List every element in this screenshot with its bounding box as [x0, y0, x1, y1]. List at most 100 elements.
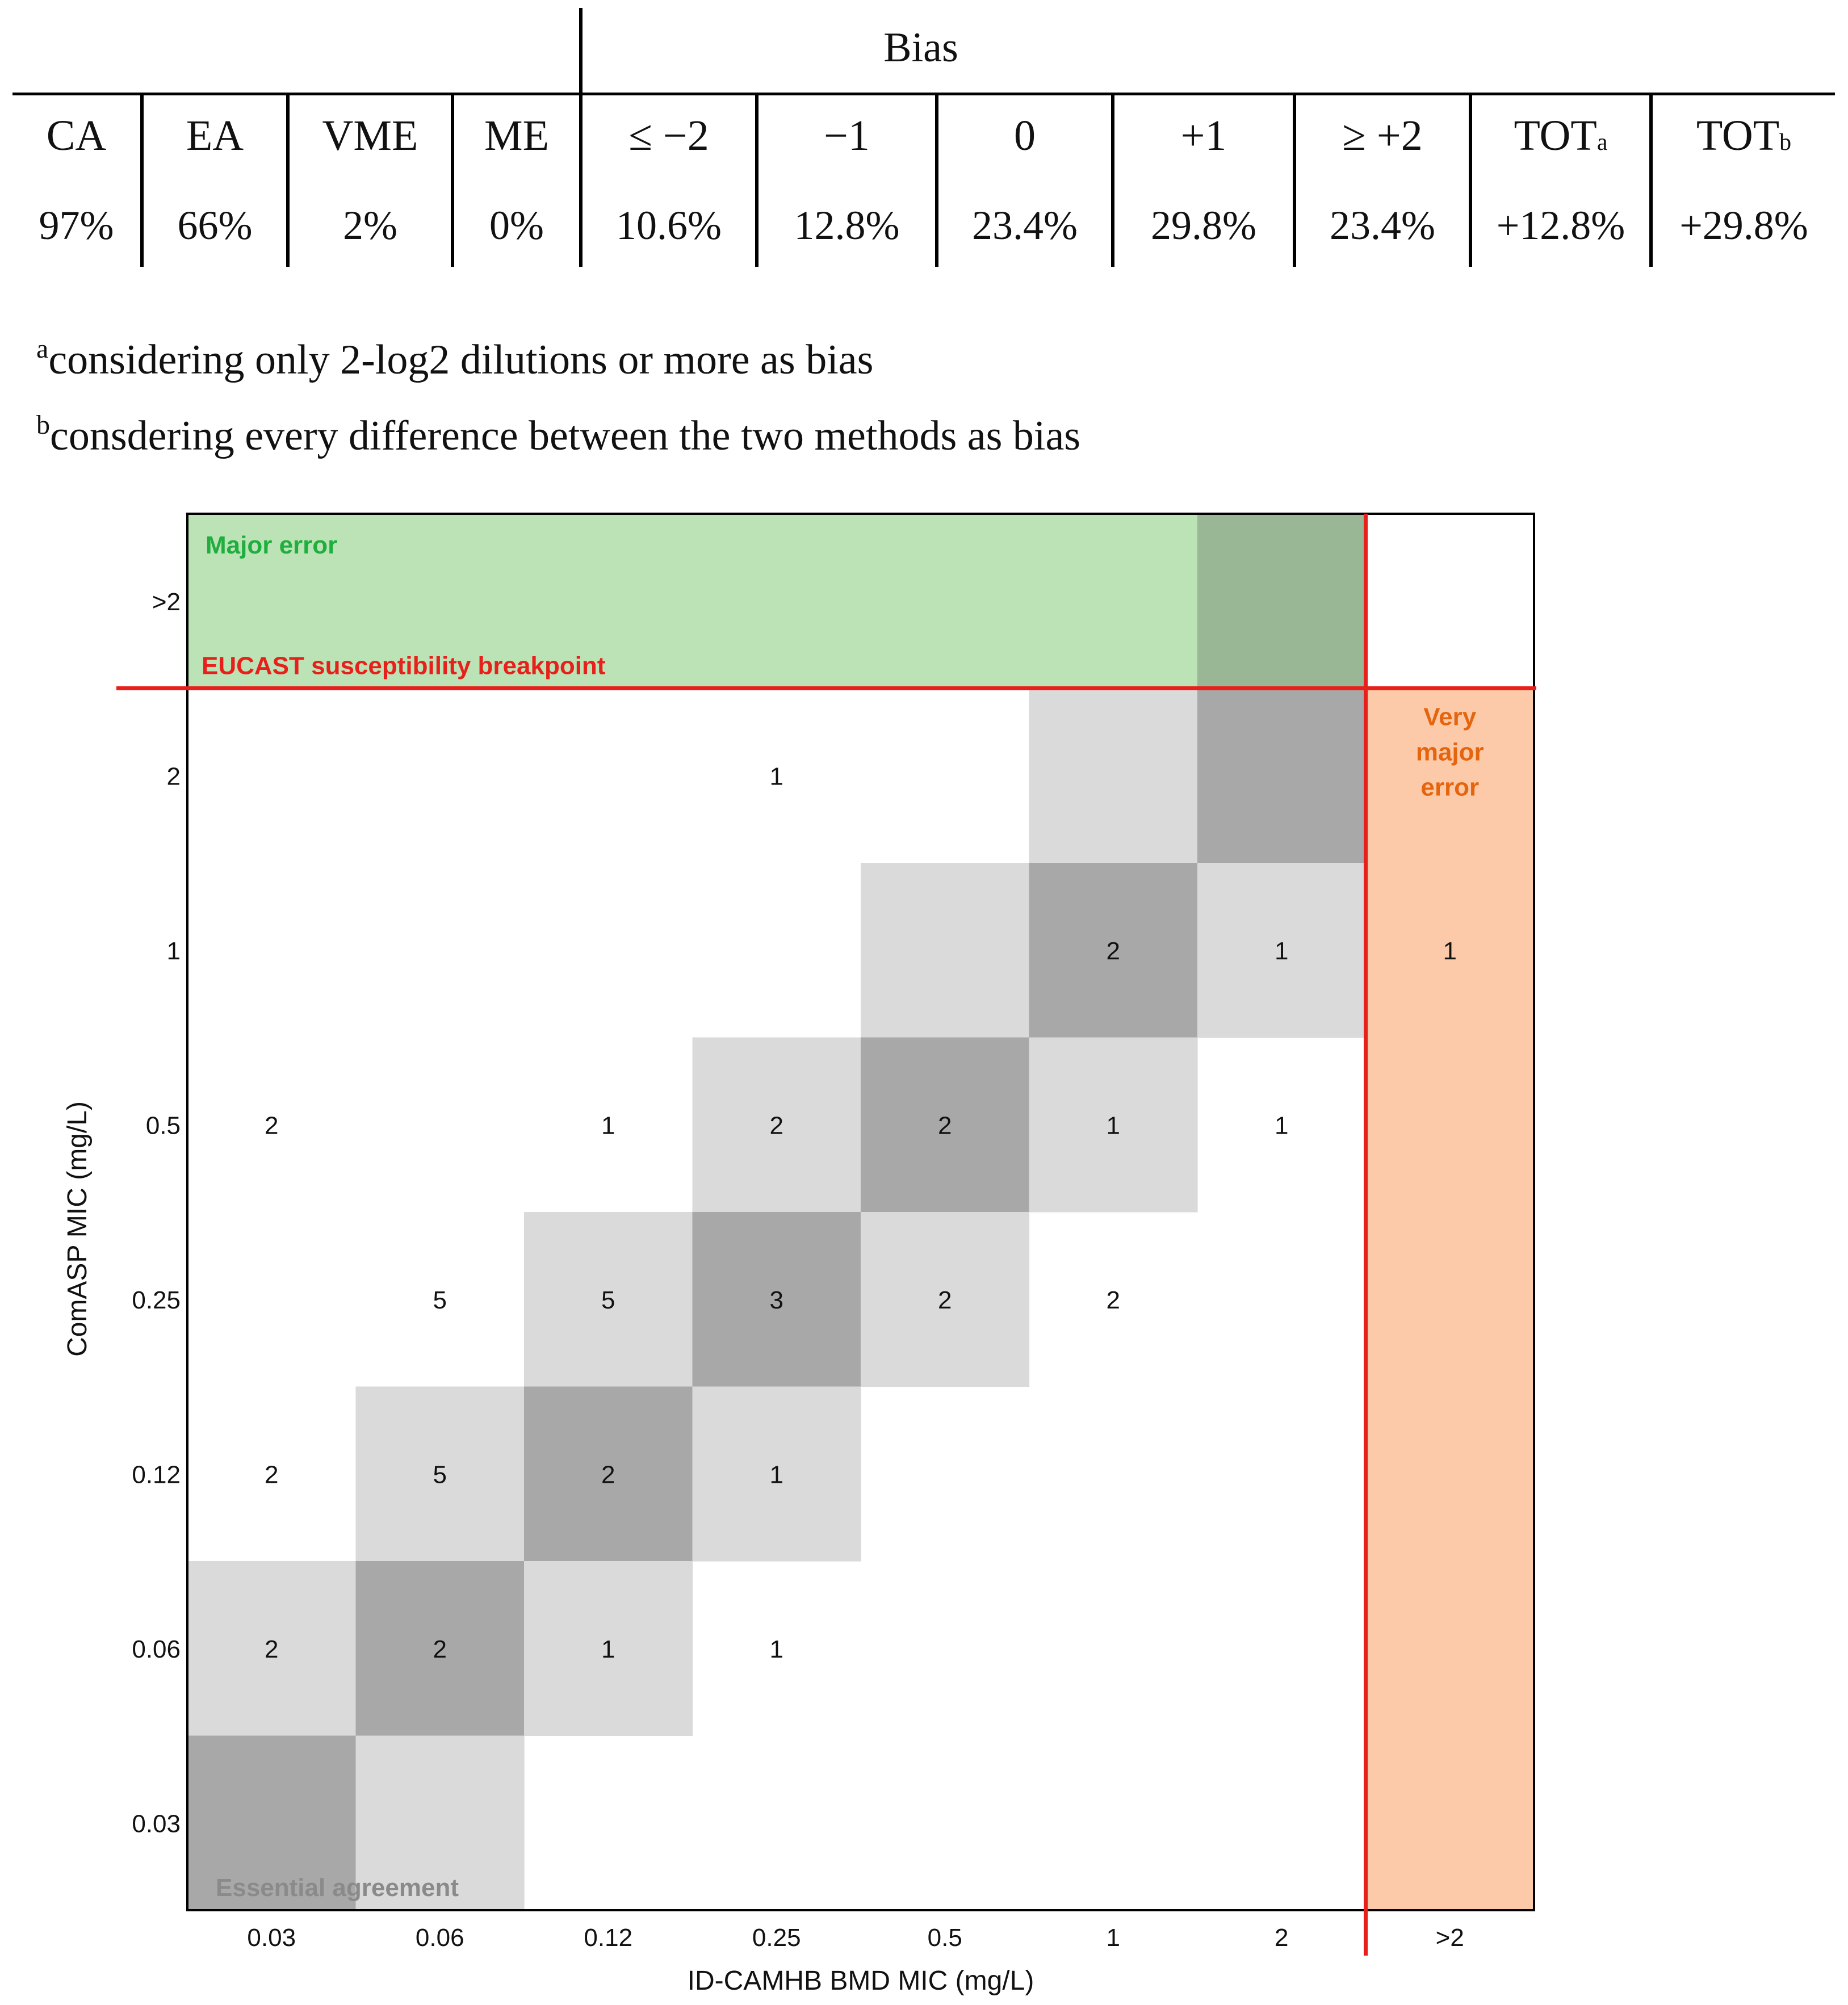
ea-cell [1197, 688, 1367, 863]
error-regions-layer [187, 514, 1534, 1910]
value-bias-plus1: 29.8% [1151, 203, 1256, 248]
cell-count: 2 [1107, 937, 1120, 965]
footnote-b-text: consdering every difference between the … [50, 413, 1081, 459]
cell-count: 2 [265, 1111, 278, 1139]
col-header-bias-plus1: +1 [1180, 112, 1227, 160]
breakpoint-label: EUCAST susceptibility breakpoint [202, 652, 606, 680]
plot-frame [186, 513, 1535, 1911]
col-divider-1 [140, 93, 144, 267]
x-tick-label: 2 [1275, 1924, 1288, 1952]
cell-count: 2 [1107, 1286, 1120, 1314]
footnote-b-mark: b [36, 410, 50, 440]
x-tick-label: 0.25 [752, 1924, 801, 1952]
value-tot-a: +12.8% [1496, 203, 1625, 248]
x-tick-label: 0.5 [928, 1924, 962, 1952]
ea-cell [861, 863, 1030, 1038]
cell-count: 2 [770, 1111, 783, 1139]
major-error-region [187, 514, 1197, 689]
cell-count: 1 [770, 762, 783, 790]
y-axis-title: ComASP MIC (mg/L) [62, 1101, 93, 1357]
ea-cell [1029, 688, 1198, 863]
col-header-ca: CA [46, 112, 107, 160]
ea-cell [1197, 863, 1367, 1038]
value-tot-b: +29.8% [1679, 203, 1808, 248]
labels-layer: 1 2 1 1 2 1 2 2 1 1 5 5 3 2 2 2 5 2 1 2 2 1 1 0.03 0.06 0.12 0.25 0… [62, 531, 1484, 1996]
x-tick-label: 0.03 [247, 1924, 296, 1952]
y-tick-label: 0.03 [132, 1810, 181, 1838]
cell-count: 2 [265, 1461, 278, 1488]
ea-cell [355, 1561, 525, 1736]
col-divider-10 [1649, 93, 1653, 267]
footnote-a-mark: a [36, 334, 49, 364]
y-tick-label: 0.5 [146, 1111, 181, 1139]
footnote-b: bconsdering every difference between the… [36, 412, 1080, 460]
tot-a-sub: a [1596, 129, 1608, 156]
x-tick-label: 1 [1107, 1924, 1120, 1952]
ea-cell [355, 1386, 525, 1562]
cell-count: 1 [1107, 1111, 1120, 1139]
col-divider-4 [579, 93, 583, 267]
value-ea: 66% [177, 203, 253, 248]
ea-cell [1029, 1037, 1198, 1213]
cell-count: 1 [770, 1635, 783, 1663]
breakpoint-lines-layer [116, 513, 1536, 1956]
col-divider-3 [451, 93, 454, 267]
cell-count: 5 [433, 1286, 447, 1314]
footnote-a-text: considering only 2-log2 dilutions or mor… [48, 337, 874, 383]
value-ca: 97% [39, 203, 114, 248]
tot-b-sub: b [1779, 129, 1792, 156]
table-top-rule [12, 93, 1835, 95]
col-divider-6 [935, 93, 938, 267]
col-divider-2 [286, 93, 290, 267]
very-major-error-label: Very [1423, 703, 1477, 731]
cell-count: 2 [938, 1111, 952, 1139]
ea-cell [692, 1212, 861, 1387]
bias-header: Bias [883, 24, 958, 71]
mic-agreement-heatmap: 1 2 1 1 2 1 2 2 1 1 5 5 3 2 2 2 5 2 1 2 2 1 1 0.03 0.06 0.12 0.25 0… [62, 513, 1536, 1996]
cell-count: 1 [1275, 1111, 1288, 1139]
col-header-me: ME [484, 112, 549, 160]
col-header-ea: EA [186, 112, 244, 160]
ea-cell [692, 1037, 861, 1213]
ea-cell [524, 1561, 693, 1736]
footnote-a: aconsidering only 2-log2 dilutions or mo… [36, 334, 874, 384]
ea-cell [1029, 863, 1198, 1038]
col-header-bias-minus1: −1 [824, 112, 870, 160]
cell-shading-layer [187, 688, 1367, 1911]
cell-count: 1 [601, 1111, 615, 1139]
tot-b-label: TOT [1696, 112, 1780, 160]
very-major-error-label: error [1420, 774, 1479, 802]
x-tick-label: 0.12 [584, 1924, 632, 1952]
col-divider-7 [1111, 93, 1114, 267]
x-tick-label: >2 [1436, 1924, 1464, 1952]
ea-cell [524, 1386, 693, 1562]
cell-count: 2 [938, 1286, 952, 1314]
ea-cell [187, 1561, 357, 1736]
ea-cell [861, 1212, 1030, 1387]
ea-cell [861, 1037, 1030, 1213]
cell-count: 2 [433, 1635, 447, 1663]
value-vme: 2% [343, 203, 397, 248]
col-divider-5 [755, 93, 759, 267]
ea-cell [355, 1735, 525, 1911]
very-major-error-label: major [1416, 739, 1484, 766]
y-tick-label: 0.25 [132, 1286, 181, 1314]
bias-divider-upper [579, 8, 583, 93]
col-header-tot-b: TOTb [1653, 111, 1835, 161]
y-tick-label: 2 [167, 762, 181, 790]
very-major-error-region [1365, 688, 1534, 1910]
y-tick-label: 0.06 [132, 1635, 181, 1663]
value-bias-ge-plus2: 23.4% [1330, 203, 1435, 248]
ea-cell [524, 1212, 693, 1387]
essential-agreement-label: Essential agreement [216, 1874, 459, 1902]
cell-count: 1 [1275, 937, 1288, 965]
cell-count: 1 [601, 1635, 615, 1663]
y-tick-label: 1 [167, 937, 181, 965]
cell-count: 1 [1443, 937, 1457, 965]
cell-count: 5 [433, 1461, 447, 1488]
y-tick-label: >2 [152, 588, 181, 616]
value-bias-0: 23.4% [972, 203, 1078, 248]
cell-count: 5 [601, 1286, 615, 1314]
value-me: 0% [489, 203, 544, 248]
y-tick-label: 0.12 [132, 1461, 181, 1488]
